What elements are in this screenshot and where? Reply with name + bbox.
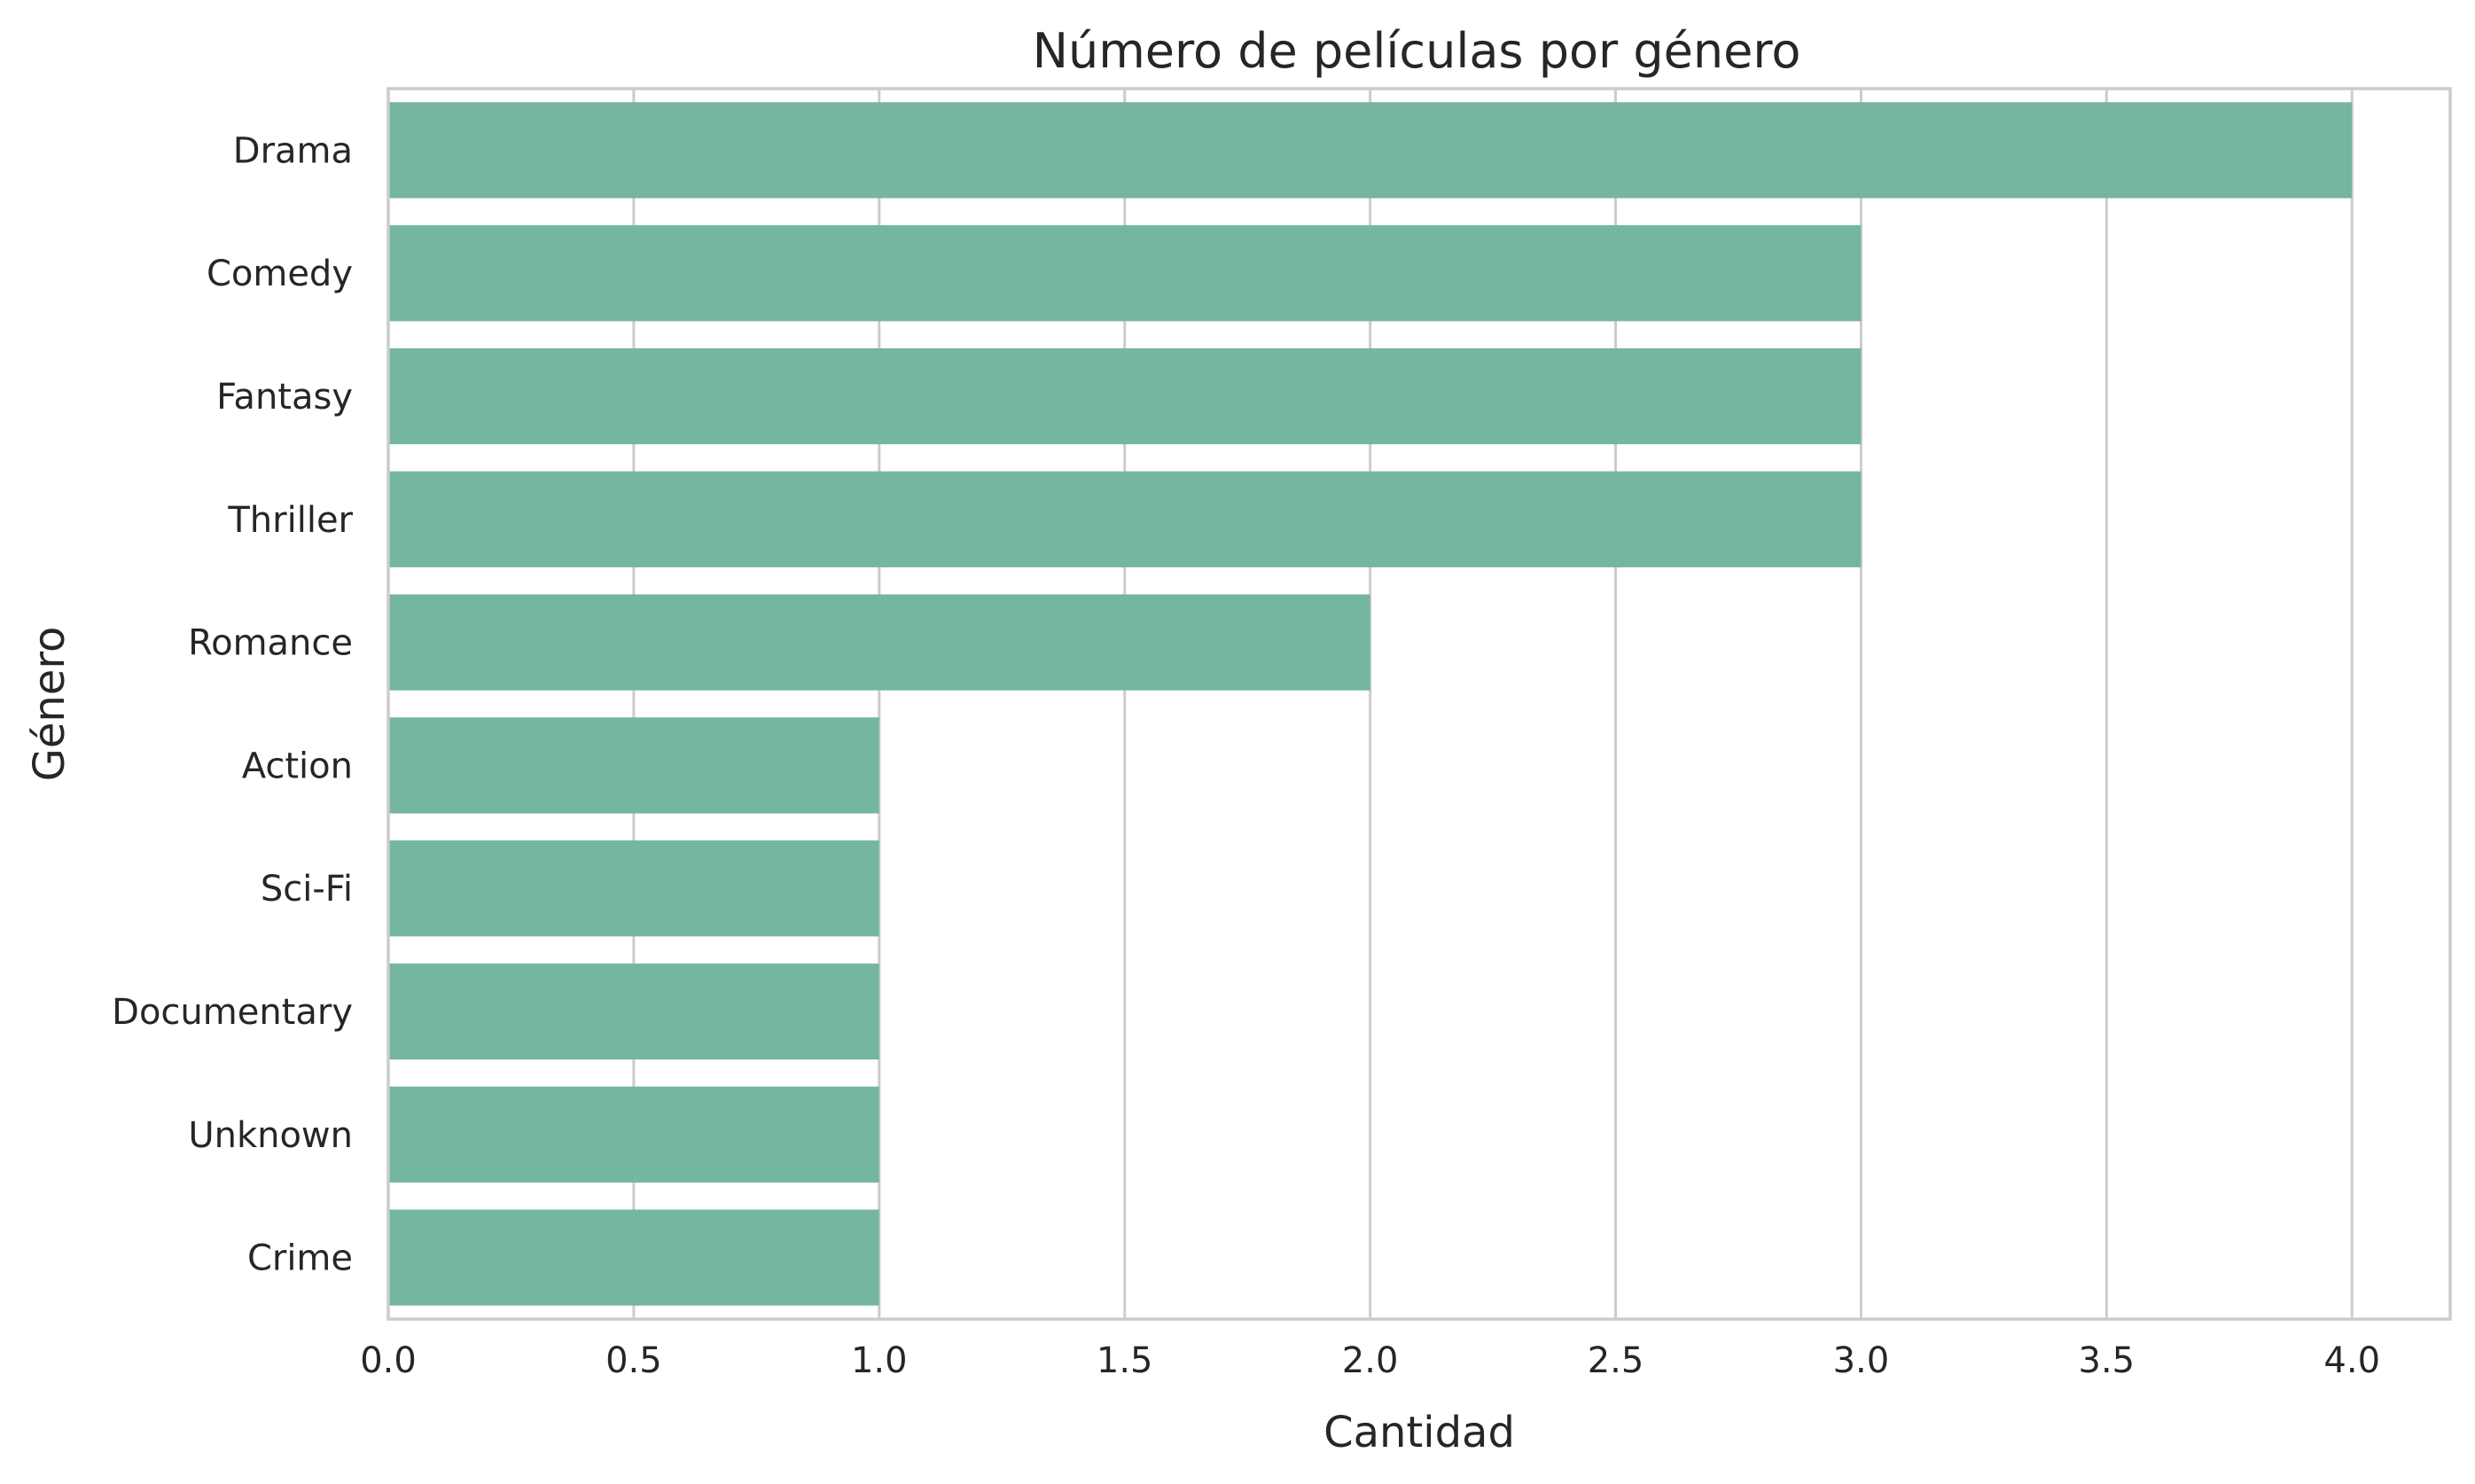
x-tick-label: 0.0 (360, 1340, 417, 1381)
x-tick-label: 3.5 (2079, 1340, 2135, 1381)
bars (388, 102, 2353, 1306)
bar-sci-fi (388, 840, 879, 937)
chart-title: Número de películas por género (1033, 23, 1801, 79)
y-tick-label: Sci-Fi (261, 869, 353, 910)
bar-comedy (388, 225, 1862, 322)
x-tick-label: 0.5 (605, 1340, 662, 1381)
y-tick-label: Unknown (188, 1115, 353, 1156)
y-tick-label: Thriller (227, 500, 353, 541)
bar-drama (388, 102, 2353, 199)
y-tick-label: Comedy (207, 254, 353, 294)
y-tick-label: Action (242, 746, 353, 786)
bar-crime (388, 1209, 879, 1306)
y-tick-label: Fantasy (216, 377, 353, 418)
bar-fantasy (388, 348, 1862, 445)
y-tick-label: Romance (188, 623, 353, 664)
x-axis-label: Cantidad (1323, 1408, 1515, 1457)
y-tick-labels: Drama Comedy Fantasy Thriller Romance Action S… (112, 130, 353, 1278)
x-tick-label: 2.5 (1588, 1340, 1644, 1381)
bar-unknown (388, 1086, 879, 1183)
plot-frame (386, 87, 2452, 1321)
y-tick-label: Crime (247, 1238, 353, 1279)
y-tick-label: Documentary (112, 992, 353, 1033)
x-tick-label: 1.5 (1097, 1340, 1153, 1381)
bar-documentary (388, 963, 879, 1060)
x-tick-label: 3.0 (1833, 1340, 1890, 1381)
bar-romance (388, 594, 1370, 691)
bar-action (388, 717, 879, 814)
x-tick-label: 2.0 (1342, 1340, 1399, 1381)
y-tick-label: Drama (233, 130, 353, 171)
x-tick-label: 1.0 (851, 1340, 908, 1381)
x-tick-labels: 0.0 0.5 1.0 1.5 2.0 2.5 3.0 3.5 4.0 (360, 1340, 2380, 1381)
bar-thriller (388, 471, 1862, 567)
y-axis-label: Género (25, 627, 74, 782)
x-tick-label: 4.0 (2323, 1340, 2380, 1381)
